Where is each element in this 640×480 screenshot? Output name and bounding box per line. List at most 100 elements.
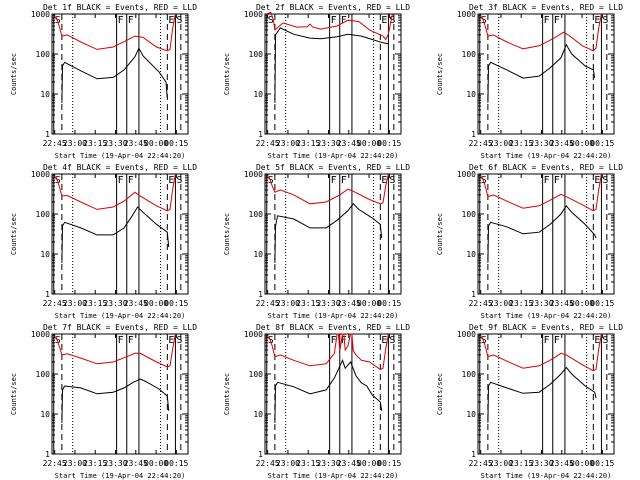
- marker-label: F: [554, 175, 560, 186]
- marker-label: E: [381, 335, 387, 346]
- panel-title: Det 3f BLACK = Events, RED = LLD: [469, 3, 623, 12]
- y-tick-label: 1: [258, 450, 263, 459]
- marker-label: F: [341, 335, 347, 346]
- x-axis-label: Start Time (19-Apr-04 22:44:20): [55, 152, 186, 160]
- lld-series-line: [53, 173, 176, 212]
- x-tick-label: 00:15: [590, 139, 614, 148]
- y-tick-label: 100: [249, 210, 264, 219]
- x-tick-label: 23:00: [276, 459, 300, 468]
- y-tick-label: 10: [466, 410, 476, 419]
- x-tick-label: 23:00: [276, 299, 300, 308]
- x-tick-label: 23:45: [124, 299, 148, 308]
- x-axis-label: Start Time (19-Apr-04 22:44:20): [55, 472, 186, 480]
- marker-label: S: [176, 175, 182, 186]
- x-tick-label: 23:00: [63, 299, 87, 308]
- events-series-line: [61, 378, 170, 423]
- marker-label: S: [268, 15, 274, 26]
- x-tick-label: 23:45: [337, 299, 361, 308]
- marker-label: S: [389, 335, 395, 346]
- events-series-line: [487, 366, 597, 423]
- marker-label: F: [118, 175, 124, 186]
- panel-title: Det 7f BLACK = Events, RED = LLD: [43, 323, 197, 332]
- y-axis-label: Counts/sec: [436, 373, 444, 415]
- y-tick-label: 1000: [457, 10, 476, 19]
- x-tick-label: 22:45: [43, 459, 67, 468]
- y-axis-label: Counts/sec: [10, 213, 18, 255]
- y-axis-label: Counts/sec: [223, 213, 231, 255]
- x-tick-label: 23:15: [83, 459, 107, 468]
- panel-6f: Det 6f BLACK = Events, RED = LLD Counts/s…: [436, 163, 623, 320]
- marker-label: S: [176, 15, 182, 26]
- x-tick-label: 23:45: [337, 139, 361, 148]
- x-tick-label: 00:00: [357, 139, 381, 148]
- x-axis-label: Start Time (19-Apr-04 22:44:20): [481, 472, 612, 480]
- panel-title: Det 9f BLACK = Events, RED = LLD: [469, 323, 623, 332]
- y-tick-label: 10: [40, 410, 50, 419]
- y-axis-label: Counts/sec: [10, 53, 18, 95]
- y-tick-label: 100: [462, 50, 477, 59]
- y-tick-label: 100: [462, 370, 477, 379]
- x-tick-label: 23:00: [489, 459, 513, 468]
- marker-label: S: [389, 15, 395, 26]
- x-tick-label: 23:45: [550, 459, 574, 468]
- x-tick-label: 00:15: [377, 139, 401, 148]
- x-tick-label: 00:00: [144, 459, 168, 468]
- y-tick-label: 100: [36, 210, 51, 219]
- y-tick-label: 1: [45, 130, 50, 139]
- x-tick-label: 23:00: [489, 139, 513, 148]
- x-tick-label: 23:15: [509, 299, 533, 308]
- events-series-line: [274, 203, 383, 263]
- y-tick-label: 1000: [457, 330, 476, 339]
- marker-label: F: [331, 15, 337, 26]
- y-tick-label: 100: [462, 210, 477, 219]
- marker-label: E: [168, 175, 174, 186]
- x-tick-label: 22:45: [469, 139, 493, 148]
- x-axis-label: Start Time (19-Apr-04 22:44:20): [481, 312, 612, 320]
- plot-frame: [477, 173, 615, 295]
- x-axis-label: Start Time (19-Apr-04 22:44:20): [268, 312, 399, 320]
- y-tick-label: 1000: [31, 10, 50, 19]
- y-tick-label: 1000: [31, 170, 50, 179]
- lld-series-line: [479, 333, 602, 372]
- x-tick-label: 00:15: [377, 299, 401, 308]
- lld-series-line: [266, 173, 389, 205]
- y-tick-label: 10: [40, 90, 50, 99]
- plot-frame: [264, 173, 402, 295]
- x-tick-label: 00:15: [377, 459, 401, 468]
- marker-label: F: [544, 335, 550, 346]
- marker-label: E: [168, 335, 174, 346]
- marker-label: S: [602, 175, 608, 186]
- panel-8f: Det 8f BLACK = Events, RED = LLD Counts/s…: [223, 323, 410, 480]
- panel-title: Det 1f BLACK = Events, RED = LLD: [43, 3, 197, 12]
- panel-title: Det 2f BLACK = Events, RED = LLD: [256, 3, 410, 12]
- x-tick-label: 23:30: [316, 139, 340, 148]
- marker-label: F: [331, 175, 337, 186]
- x-tick-label: 23:00: [63, 459, 87, 468]
- panel-3f: Det 3f BLACK = Events, RED = LLD Counts/s…: [436, 3, 623, 160]
- x-tick-label: 23:00: [63, 139, 87, 148]
- y-tick-label: 1: [471, 130, 476, 139]
- panel-1f: Det 1f BLACK = Events, RED = LLD Counts/s…: [10, 3, 197, 160]
- y-tick-label: 1: [258, 290, 263, 299]
- y-tick-label: 1: [258, 130, 263, 139]
- y-tick-label: 1000: [244, 170, 263, 179]
- lld-series-line: [479, 173, 602, 212]
- x-tick-label: 23:15: [296, 139, 320, 148]
- x-tick-label: 00:00: [570, 459, 594, 468]
- x-tick-label: 23:45: [550, 299, 574, 308]
- marker-label: E: [168, 15, 174, 26]
- panel-9f: Det 9f BLACK = Events, RED = LLD Counts/s…: [436, 323, 623, 480]
- y-tick-label: 1000: [31, 330, 50, 339]
- x-tick-label: 22:45: [43, 299, 67, 308]
- marker-label: F: [118, 15, 124, 26]
- events-series-line: [274, 358, 383, 423]
- y-axis-label: Counts/sec: [436, 53, 444, 95]
- x-tick-label: 22:45: [469, 459, 493, 468]
- y-tick-label: 1000: [244, 330, 263, 339]
- x-tick-label: 23:15: [83, 299, 107, 308]
- y-tick-label: 1: [471, 450, 476, 459]
- marker-label: S: [176, 335, 182, 346]
- x-tick-label: 00:15: [164, 299, 188, 308]
- lld-series-line: [53, 13, 176, 52]
